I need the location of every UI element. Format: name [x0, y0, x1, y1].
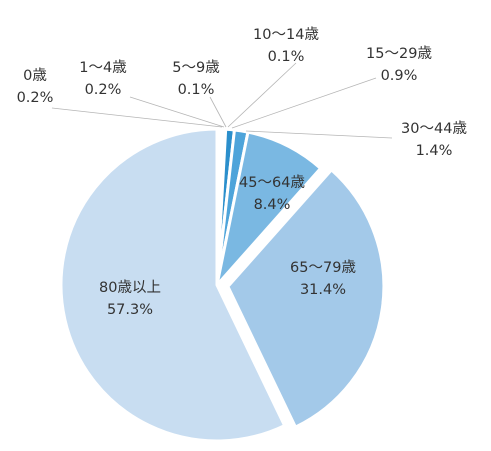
slice-category-label-5: 15〜29歳: [366, 45, 432, 62]
slice-value-label-3: 0.1%: [178, 82, 215, 98]
slice-value-label-2: 0.2%: [85, 82, 122, 98]
leader-line-3: [209, 96, 227, 128]
leader-lines: [51, 62, 393, 139]
slice-value-label-5: 0.9%: [381, 68, 418, 84]
leader-line-2: [129, 96, 225, 128]
slice-category-label-9: 80歳以上: [99, 279, 161, 296]
slice-category-label-7: 45〜64歳: [239, 174, 305, 191]
slice-category-label-4: 10〜14歳: [253, 26, 319, 43]
pie-slice-7: [215, 130, 323, 287]
slice-value-label-9: 57.3%: [107, 302, 153, 318]
slice-category-label-6: 30〜44歳: [401, 120, 467, 137]
leader-line-6: [245, 130, 393, 139]
slice-category-label-2: 1〜4歳: [79, 59, 126, 76]
slice-value-label-6: 1.4%: [416, 143, 453, 159]
leader-line-1: [51, 107, 223, 128]
pie-slice-8: [226, 168, 386, 429]
leader-line-5: [231, 77, 377, 129]
slice-value-label-8: 31.4%: [300, 282, 346, 298]
slice-category-label-1: 0歳: [23, 67, 47, 84]
slice-category-label-3: 5〜9歳: [172, 59, 219, 76]
slice-value-label-4: 0.1%: [268, 49, 305, 65]
slice-value-label-1: 0.2%: [17, 90, 54, 106]
pie-slices: [59, 127, 386, 443]
slice-labels: 0歳 0.2% 1〜4歳 0.2% 5〜9歳 0.1% 10〜14歳 0.1% 15〜29歳 0.…: [17, 26, 467, 318]
leader-line-4: [227, 62, 297, 128]
pie-slice-9: [59, 127, 287, 443]
slice-value-label-7: 8.4%: [254, 197, 291, 213]
slice-category-label-8: 65〜79歳: [290, 259, 356, 276]
